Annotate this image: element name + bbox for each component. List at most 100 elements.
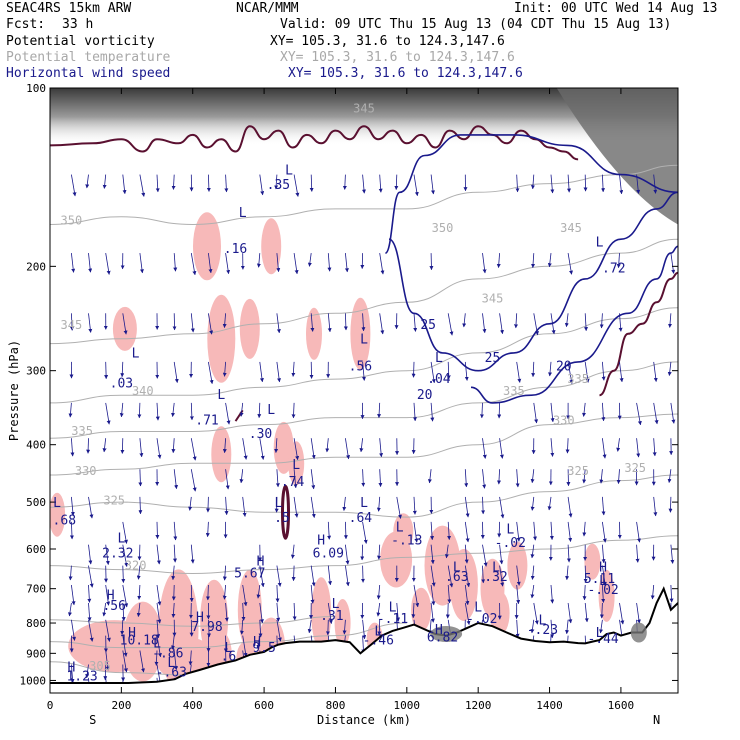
wind-vector xyxy=(122,313,128,335)
wind-vector xyxy=(601,544,606,564)
y-axis-label: Pressure (hPa) xyxy=(7,340,21,441)
wind-vector xyxy=(396,602,400,622)
pv-extremum-marker: L xyxy=(267,403,275,418)
theta-contour-325 xyxy=(50,474,678,518)
wind-vector xyxy=(188,496,193,511)
pv-extremum-value: -.02 xyxy=(466,612,497,627)
field-name-wind: Horizontal wind speed xyxy=(6,66,171,81)
wind-vector xyxy=(71,619,77,641)
wind-vector xyxy=(378,469,383,487)
pv-extremum-marker: H xyxy=(128,626,136,641)
wind-vector xyxy=(430,521,435,541)
pv-positive-area xyxy=(261,218,282,275)
wind-vector xyxy=(376,602,381,617)
terrain-line xyxy=(50,586,678,685)
wind-vector xyxy=(155,174,160,193)
x-axis-label: Distance (km) xyxy=(317,713,411,727)
x-tick-label: 1400 xyxy=(536,699,563,712)
pv-extremum-value: 9.5 xyxy=(252,641,275,656)
wind-vector xyxy=(567,496,573,518)
theta-label: 345 xyxy=(61,318,83,332)
theta-label: 330 xyxy=(553,414,575,428)
pv-extremum-value: .16 xyxy=(224,242,247,257)
wind-vector xyxy=(242,496,247,517)
wind-vector xyxy=(361,313,366,332)
wind-vector xyxy=(599,602,604,619)
wind-speed-contour-25 xyxy=(388,191,678,372)
pv-positive-area xyxy=(598,569,615,622)
wind-vector xyxy=(565,438,570,454)
pv-positive-area xyxy=(584,543,601,580)
wind-vector xyxy=(635,544,640,563)
x-tick-label: 600 xyxy=(254,699,274,712)
theta-contour-330 xyxy=(50,413,678,476)
wind-vector xyxy=(565,619,570,635)
wind-vector xyxy=(650,584,655,600)
y-tick-label: 800 xyxy=(26,617,46,630)
wind-vector xyxy=(104,361,109,380)
wind-vector xyxy=(653,361,658,382)
wind-vector xyxy=(87,602,92,622)
wind-vector xyxy=(171,438,176,454)
wind-vector xyxy=(290,544,295,559)
wind-vector xyxy=(636,402,642,426)
wind-vector xyxy=(67,602,72,617)
wind-vector xyxy=(310,469,316,490)
wind-speed-label: 20 xyxy=(417,388,433,403)
wind-vector xyxy=(667,361,672,376)
wind-vector xyxy=(222,565,227,581)
wind-vector xyxy=(462,313,467,328)
wind-vector xyxy=(653,402,659,425)
y-tick-label: 300 xyxy=(26,365,46,378)
pv-extremum-value: .03 xyxy=(110,376,133,391)
wind-vector xyxy=(602,438,607,459)
wind-vector xyxy=(584,602,589,623)
wind-vector xyxy=(342,174,347,190)
wind-vector xyxy=(464,496,470,518)
wind-vector xyxy=(583,313,588,332)
init-time: Init: 00 UTC Wed 14 Aug 13 xyxy=(514,1,718,16)
pv-extremum-value: -.13 xyxy=(391,534,422,549)
theta-contour-320 xyxy=(50,535,678,575)
section-start-label: S xyxy=(89,713,96,727)
wind-vector xyxy=(70,496,75,516)
wind-vector xyxy=(464,521,470,543)
wind-vector xyxy=(103,664,108,681)
pv-extremum-value: .04 xyxy=(427,372,451,387)
wind-vector xyxy=(533,521,537,541)
wind-vector xyxy=(155,521,160,539)
wind-vector xyxy=(343,521,348,540)
pv-extremum-value: 5.67 xyxy=(234,566,265,581)
wind-vector xyxy=(242,584,248,607)
wind-vector xyxy=(309,174,314,192)
wind-vector xyxy=(70,438,75,457)
wind-vector xyxy=(601,402,606,422)
pv-extremum-value: .31 xyxy=(320,609,343,624)
pv-extremum-marker: H xyxy=(196,610,204,625)
wind-vector xyxy=(171,565,176,581)
wind-vector xyxy=(276,619,282,642)
wind-vector xyxy=(122,544,129,567)
wind-vector xyxy=(345,544,350,565)
wind-vector xyxy=(137,402,142,419)
wind-vector xyxy=(222,438,227,454)
wind-vector xyxy=(105,619,111,642)
wind-vector xyxy=(138,469,143,487)
wind-vector xyxy=(274,174,279,190)
pv-extremum-marker: H xyxy=(317,534,325,549)
terrain-fill xyxy=(50,588,678,693)
wind-vector xyxy=(567,521,573,542)
wind-vector xyxy=(430,361,436,384)
wind-vector xyxy=(171,402,176,417)
field-xy-wind: XY= 105.3, 31.6 to 124.3,147.6 xyxy=(288,66,523,81)
pv-extremum-marker: L xyxy=(53,496,61,511)
wind-vector xyxy=(156,584,162,606)
wind-vector xyxy=(105,650,110,671)
wind-vector xyxy=(446,361,451,380)
wind-vector xyxy=(225,402,231,425)
wind-vector xyxy=(121,565,126,583)
wind-vector xyxy=(156,438,162,459)
wind-vector xyxy=(171,174,176,190)
wind-vector xyxy=(599,619,603,634)
wind-vector xyxy=(190,253,197,276)
